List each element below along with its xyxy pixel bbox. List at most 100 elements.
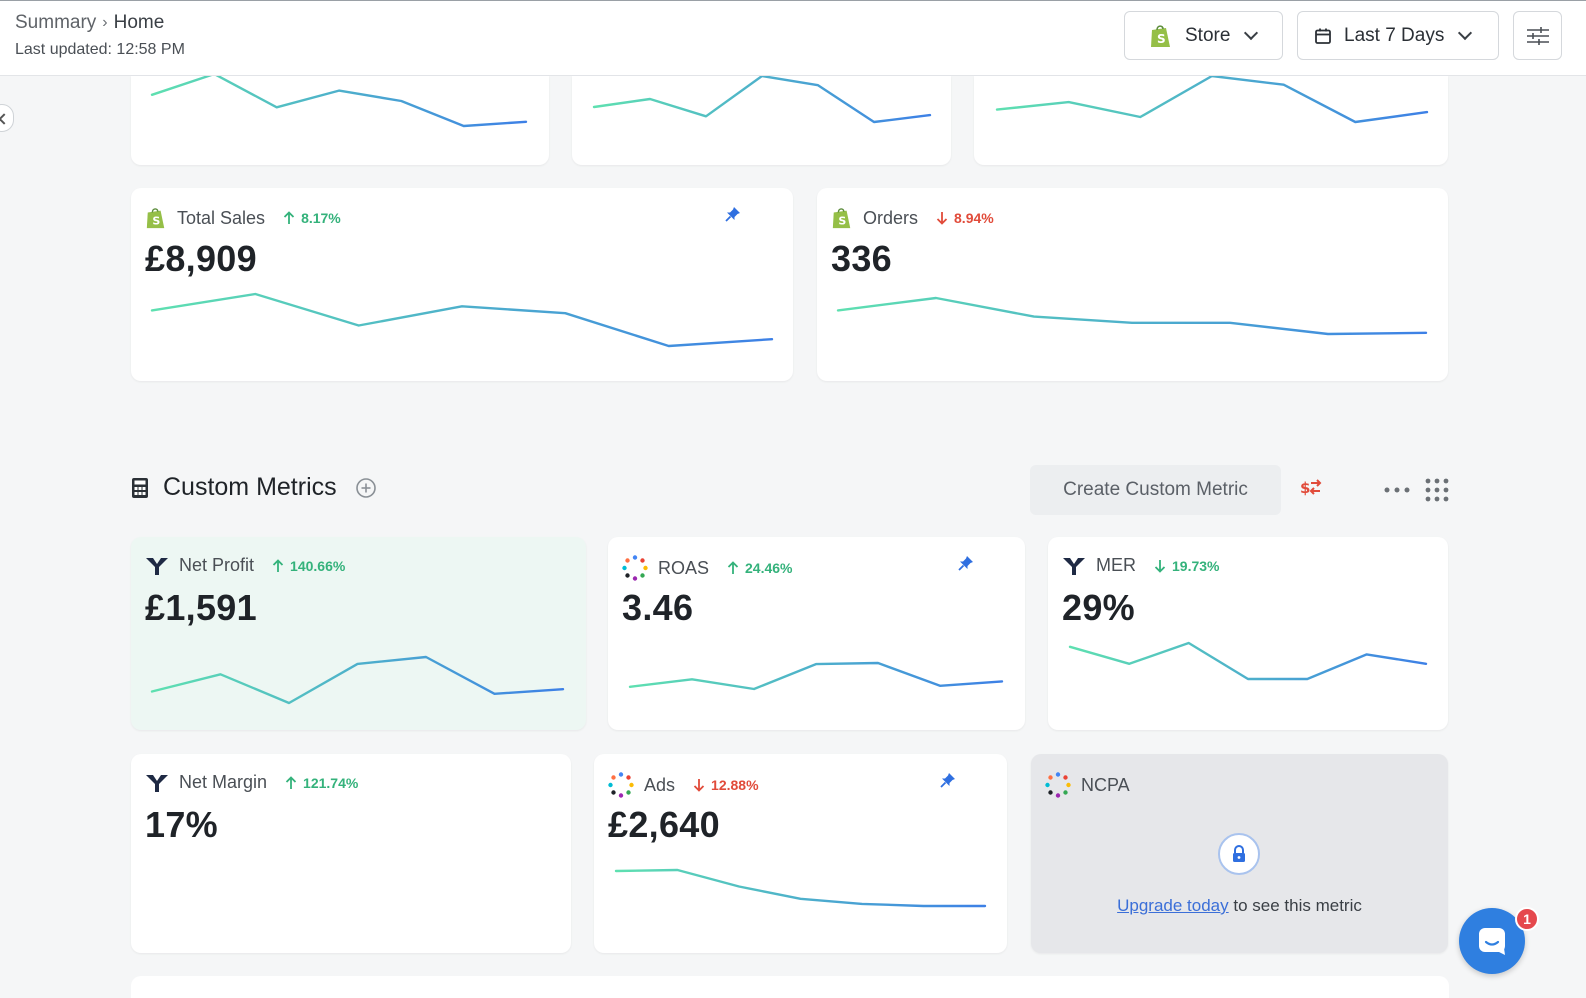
add-circle-icon[interactable] <box>355 477 377 499</box>
metric-name: MER <box>1096 555 1136 575</box>
card-header: MER 19.73% <box>1062 555 1219 576</box>
sparkline-series <box>592 76 932 124</box>
breadcrumb-home: Home <box>113 12 165 33</box>
change-value: 8.17% <box>301 210 341 226</box>
sparkline-series <box>836 296 1428 336</box>
chat-icon <box>1479 928 1505 955</box>
sparkline-chart <box>1068 641 1428 681</box>
metric-name: Orders <box>863 207 919 228</box>
triple-whale-icon <box>146 774 168 792</box>
sparkline-series <box>614 868 987 908</box>
store-selector-label: Store <box>1185 24 1231 46</box>
grid-layout-icon[interactable] <box>1425 478 1449 502</box>
currency-swap-icon[interactable]: $ <box>1300 478 1322 498</box>
metric-card-ads[interactable]: Ads 12.88% £2,640 <box>594 754 1007 953</box>
card-header: Ads 12.88% <box>608 772 759 798</box>
upgrade-link[interactable]: Upgrade today <box>1117 896 1229 915</box>
chevron-down-icon <box>1458 25 1473 41</box>
last-updated-text: Last updated: 12:58 PM <box>15 41 185 58</box>
date-range-label: Last 7 Days <box>1344 24 1445 46</box>
shopify-icon: S <box>146 208 165 229</box>
svg-text:$: $ <box>1300 479 1310 497</box>
metric-value: 29% <box>1062 587 1135 628</box>
lock-badge <box>1218 833 1260 875</box>
card-header: Net Margin 121.74% <box>145 772 358 793</box>
more-options-icon[interactable] <box>1384 486 1410 494</box>
calculator-icon <box>132 477 148 498</box>
upgrade-message: Upgrade today to see this metric <box>1031 896 1448 916</box>
section-title: Custom Metrics <box>163 473 337 501</box>
card-header: S Total Sales 8.17% <box>145 206 341 230</box>
breadcrumb-separator-icon: › <box>102 14 108 31</box>
metric-name: Net Margin <box>179 772 268 792</box>
date-range-selector[interactable]: Last 7 Days <box>1297 11 1499 60</box>
shopify-icon: S <box>832 208 851 229</box>
metric-card-ncpa-locked: NCPA Upgrade today to see this metric <box>1031 754 1448 953</box>
multi-source-icon <box>622 555 648 581</box>
change-badge: 8.17% <box>283 210 341 226</box>
chevron-down-icon <box>1244 25 1259 41</box>
change-badge: 19.73% <box>1154 558 1219 574</box>
card-header: ROAS 24.46% <box>622 555 793 581</box>
metric-card-net-margin[interactable]: Net Margin 121.74% 17% <box>131 754 571 953</box>
pin-icon[interactable] <box>940 772 956 788</box>
svg-text:S: S <box>152 214 160 227</box>
next-card-peek <box>131 976 1449 998</box>
sparkline-chart <box>592 76 932 124</box>
chat-launcher-button[interactable] <box>1459 908 1525 974</box>
metric-card-partial[interactable] <box>572 76 951 165</box>
change-value: 8.94% <box>954 210 994 226</box>
card-header: NCPA <box>1045 772 1130 798</box>
sparkline-chart <box>836 296 1428 336</box>
arrow-up-icon <box>283 211 295 224</box>
triple-whale-icon <box>146 557 168 575</box>
sparkline-series <box>150 76 528 128</box>
metric-card-total-sales[interactable]: S Total Sales 8.17% £8,909 <box>131 188 793 381</box>
svg-text:S: S <box>838 214 846 227</box>
sidebar-collapse-handle[interactable] <box>0 104 14 132</box>
metric-value: £2,640 <box>608 804 720 845</box>
metric-card-roas[interactable]: ROAS 24.46% 3.46 <box>608 537 1025 730</box>
custom-metrics-header: Custom Metrics <box>131 473 377 502</box>
metric-name: Ads <box>644 774 676 795</box>
sparkline-series <box>1068 641 1428 681</box>
sparkline-chart <box>150 292 774 348</box>
pin-icon[interactable] <box>958 555 974 571</box>
metric-card-net-profit[interactable]: Net Profit 140.66% £1,591 <box>131 537 586 730</box>
sparkline-series <box>150 655 565 705</box>
sparkline-series <box>150 292 774 348</box>
metric-value: 336 <box>831 238 892 279</box>
change-badge: 12.88% <box>693 777 759 793</box>
breadcrumb: Summary › Home <box>15 12 164 34</box>
card-header: Net Profit 140.66% <box>145 555 345 576</box>
breadcrumb-summary[interactable]: Summary <box>15 12 97 33</box>
filter-settings-button[interactable] <box>1513 11 1562 60</box>
metric-value: 3.46 <box>622 587 694 628</box>
change-badge: 24.46% <box>727 560 793 576</box>
pin-icon[interactable] <box>725 206 741 222</box>
arrow-down-icon <box>936 212 948 225</box>
metric-card-partial[interactable] <box>131 76 549 165</box>
metric-name: ROAS <box>658 557 710 578</box>
metric-card-partial[interactable] <box>974 76 1448 165</box>
lock-icon <box>1233 845 1245 862</box>
arrow-up-icon <box>272 558 284 572</box>
metric-card-mer[interactable]: MER 19.73% 29% <box>1048 537 1448 730</box>
create-custom-metric-button[interactable]: Create Custom Metric <box>1030 465 1281 515</box>
metric-value: £8,909 <box>145 238 257 279</box>
notification-badge: 1 <box>1515 907 1539 931</box>
arrow-down-icon <box>1154 559 1166 573</box>
calendar-icon <box>1315 28 1331 44</box>
card-header: S Orders 8.94% <box>831 206 994 230</box>
change-value: 140.66% <box>290 557 346 574</box>
metric-value: 17% <box>145 804 218 845</box>
metric-card-orders[interactable]: S Orders 8.94% 336 <box>817 188 1448 381</box>
store-selector[interactable]: S Store <box>1124 11 1283 60</box>
change-badge: 140.66% <box>272 558 345 574</box>
arrow-up-icon <box>727 561 739 574</box>
upgrade-message-text: to see this metric <box>1233 896 1362 915</box>
metric-name: NCPA <box>1081 774 1130 795</box>
multi-source-icon <box>1045 772 1071 798</box>
arrow-up-icon <box>285 775 297 789</box>
change-value: 24.46% <box>745 560 793 576</box>
